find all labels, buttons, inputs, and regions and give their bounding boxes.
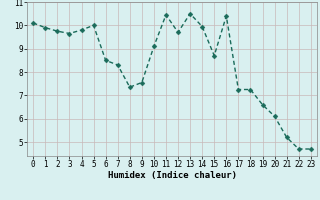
- X-axis label: Humidex (Indice chaleur): Humidex (Indice chaleur): [108, 171, 236, 180]
